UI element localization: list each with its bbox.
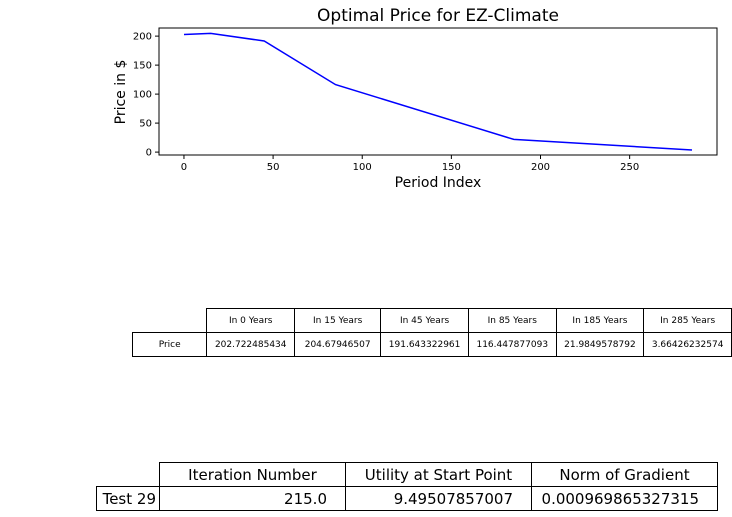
- price-value-185: 21.9849578792: [555, 332, 645, 357]
- x-tick-label: 200: [531, 162, 550, 173]
- x-tick-label: 150: [442, 162, 461, 173]
- price-row-label: Price: [131, 332, 208, 357]
- stats-table-corner: [97, 463, 160, 487]
- price-table-corner: [133, 309, 207, 333]
- price-table-row: Price 202.722485434 204.67946507 191.643…: [131, 332, 732, 357]
- price-value-285: 3.66426232574: [643, 332, 732, 357]
- price-value-15: 204.67946507: [294, 332, 382, 357]
- x-axis-label: Period Index: [395, 175, 482, 191]
- y-tick-label: 0: [146, 148, 152, 159]
- stats-header-utility: Utility at Start Point: [345, 462, 532, 487]
- stats-row-label: Test 29: [96, 486, 160, 511]
- y-axis-ticks: 0 50 100 150 200: [133, 32, 159, 159]
- y-tick-label: 100: [133, 90, 152, 101]
- price-header-285: In 285 Years: [643, 308, 732, 333]
- price-header-85: In 85 Years: [467, 308, 557, 333]
- stats-header-gradient: Norm of Gradient: [531, 462, 718, 487]
- price-value-45: 191.643322961: [380, 332, 469, 357]
- y-tick-label: 50: [139, 119, 152, 130]
- y-tick-label: 200: [133, 32, 152, 43]
- x-tick-label: 50: [267, 162, 280, 173]
- price-table-header-row: In 0 Years In 15 Years In 45 Years In 85…: [133, 308, 732, 333]
- plot-area: [158, 27, 718, 156]
- price-header-15: In 15 Years: [294, 308, 382, 333]
- y-axis-label: Price in $: [113, 60, 129, 125]
- price-line-chart: Optimal Price for EZ-Climate 0 50 100 150 20…: [113, 6, 718, 191]
- price-series-line: [183, 32, 693, 151]
- stats-table-row: Test 29 215.0 9.49507857007 0.0009698653…: [96, 486, 718, 511]
- price-header-45: In 45 Years: [380, 308, 469, 333]
- price-value-85: 116.447877093: [467, 332, 557, 357]
- stats-header-iteration: Iteration Number: [159, 462, 346, 487]
- x-tick-label: 0: [181, 162, 187, 173]
- stats-value-utility: 9.49507857007: [345, 486, 532, 511]
- x-tick-label: 100: [353, 162, 372, 173]
- stats-value-gradient: 0.000969865327315: [531, 486, 718, 511]
- x-axis-ticks: 0 50 100 150 200 250: [181, 155, 639, 173]
- chart-title: Optimal Price for EZ-Climate: [317, 6, 559, 26]
- stats-table-header-row: Iteration Number Utility at Start Point …: [97, 462, 718, 487]
- price-header-0: In 0 Years: [206, 308, 296, 333]
- stats-table: Iteration Number Utility at Start Point …: [96, 462, 718, 511]
- price-value-0: 202.722485434: [206, 332, 296, 357]
- x-tick-label: 250: [620, 162, 639, 173]
- price-table: In 0 Years In 15 Years In 45 Years In 85…: [131, 308, 732, 357]
- stats-value-iteration: 215.0: [159, 486, 346, 511]
- y-tick-label: 150: [133, 61, 152, 72]
- price-header-185: In 185 Years: [555, 308, 645, 333]
